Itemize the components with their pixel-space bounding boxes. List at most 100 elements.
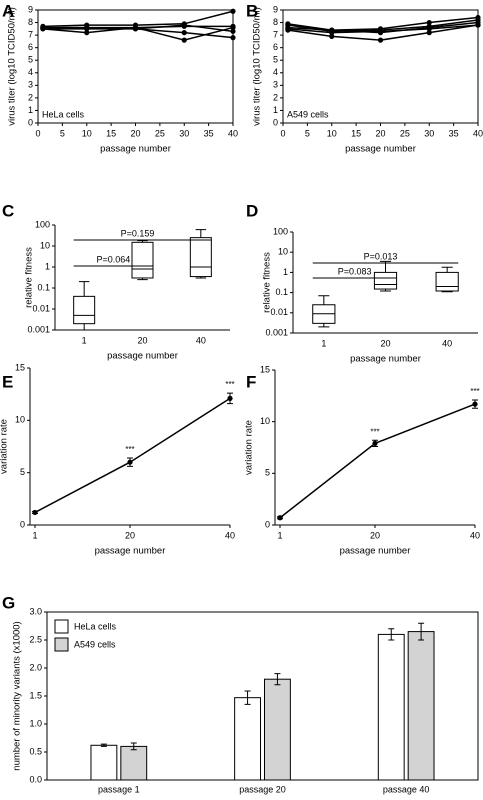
series-line — [34, 397, 231, 514]
panel-letter: E — [2, 372, 13, 391]
legend-label: HeLa cells — [74, 621, 117, 631]
x-tick-label: 20 — [380, 338, 390, 348]
x-tick-label: passage 1 — [98, 784, 140, 794]
y-tick-label: 10 — [15, 415, 25, 425]
legend-swatch — [54, 619, 69, 634]
y-tick-label: 0.001 — [265, 327, 288, 337]
y-tick-label: 7 — [273, 29, 278, 39]
x-tick-label: 40 — [228, 128, 238, 138]
bar — [90, 744, 118, 781]
y-tick-label: 1 — [28, 105, 33, 115]
x-axis-label: passage number — [107, 351, 178, 362]
x-tick-label: 20 — [130, 128, 140, 138]
y-tick-label: 5 — [265, 468, 270, 478]
y-tick-label: 7 — [28, 29, 33, 39]
y-tick-label: 100 — [35, 219, 50, 229]
data-point — [277, 515, 283, 521]
x-tick-label: 5 — [60, 128, 65, 138]
y-tick-label: 0.0 — [29, 774, 42, 784]
y-tick-label: 9 — [28, 4, 33, 14]
error-bar — [100, 743, 107, 747]
data-point — [230, 8, 236, 14]
y-tick-label: 3 — [273, 80, 278, 90]
data-point — [227, 395, 233, 401]
y-tick-label: 6 — [28, 42, 33, 52]
x-axis-label: passage number — [340, 546, 411, 557]
y-tick-label: 3 — [28, 80, 33, 90]
x-tick-label: 20 — [125, 530, 135, 540]
whisker — [318, 295, 330, 328]
panel-letter: F — [246, 372, 256, 391]
error-bar — [388, 628, 395, 641]
y-tick-label: 5 — [20, 467, 25, 477]
y-tick-label: 1.5 — [29, 690, 42, 700]
p-value: P=0.013 — [364, 251, 398, 261]
panel-letter: D — [246, 201, 258, 220]
data-point — [132, 26, 139, 32]
x-tick-label: 1 — [82, 335, 87, 345]
data-point — [426, 26, 432, 32]
whisker — [78, 281, 90, 331]
y-axis-label: number of minority variants (x1000) — [12, 621, 23, 770]
y-tick-label: 2.0 — [29, 662, 42, 672]
data-point — [84, 24, 90, 31]
legend-label: A549 cells — [74, 639, 116, 649]
data-point — [32, 509, 38, 516]
series-line — [279, 403, 476, 519]
data-point — [181, 22, 187, 28]
whisker — [137, 240, 148, 281]
x-tick-label: 25 — [155, 128, 165, 138]
p-value: P=0.064 — [96, 254, 130, 264]
x-tick-label: 30 — [424, 128, 434, 138]
series-line — [42, 10, 234, 28]
x-tick-label: 10 — [327, 128, 337, 138]
panel-letter: B — [246, 1, 258, 20]
data-point — [230, 24, 236, 31]
x-tick-label: 20 — [370, 530, 380, 540]
point-label: *** — [370, 427, 379, 436]
data-point — [426, 19, 432, 26]
data-point — [329, 29, 335, 36]
bar — [120, 745, 148, 781]
x-tick-label: 20 — [137, 335, 147, 345]
y-tick-label: 5 — [28, 55, 33, 65]
y-axis-label: relative fitness — [262, 252, 273, 313]
y-tick-label: 5 — [273, 55, 278, 65]
y-tick-label: 0 — [273, 117, 278, 127]
x-axis-label: passage number — [345, 144, 416, 155]
y-tick-label: 1.0 — [29, 718, 42, 728]
y-tick-label: 15 — [260, 364, 270, 374]
x-tick-label: 30 — [179, 128, 189, 138]
y-axis-label: relative fitness — [24, 247, 35, 308]
x-tick-label: 1 — [32, 530, 37, 540]
y-tick-label: 0.1 — [275, 287, 288, 297]
p-value: P=0.159 — [121, 228, 155, 238]
x-tick-label: 35 — [204, 128, 214, 138]
data-point — [230, 35, 236, 41]
y-tick-label: 10 — [260, 416, 270, 426]
error-bar — [130, 742, 137, 751]
series-line — [42, 28, 234, 39]
y-tick-label: 8 — [273, 17, 278, 27]
y-tick-label: 0.01 — [270, 307, 288, 317]
y-tick-label: 0 — [20, 519, 25, 529]
data-point — [426, 29, 432, 36]
data-point — [181, 29, 187, 36]
x-tick-label: 15 — [351, 128, 361, 138]
x-tick-label: 10 — [82, 128, 92, 138]
x-tick-label: 0 — [280, 128, 285, 138]
y-tick-label: 0 — [265, 519, 270, 529]
point-label: *** — [470, 387, 479, 396]
y-axis-label: variation rate — [0, 419, 10, 474]
y-tick-label: 4 — [28, 67, 33, 77]
y-tick-label: 4 — [273, 67, 278, 77]
y-tick-label: 0.01 — [32, 303, 50, 313]
data-point — [475, 22, 481, 28]
whisker — [379, 260, 392, 292]
y-tick-label: 2 — [273, 92, 278, 102]
whisker — [195, 229, 207, 279]
data-point — [377, 37, 384, 43]
data-point — [181, 37, 187, 43]
y-tick-label: 0 — [28, 117, 33, 127]
